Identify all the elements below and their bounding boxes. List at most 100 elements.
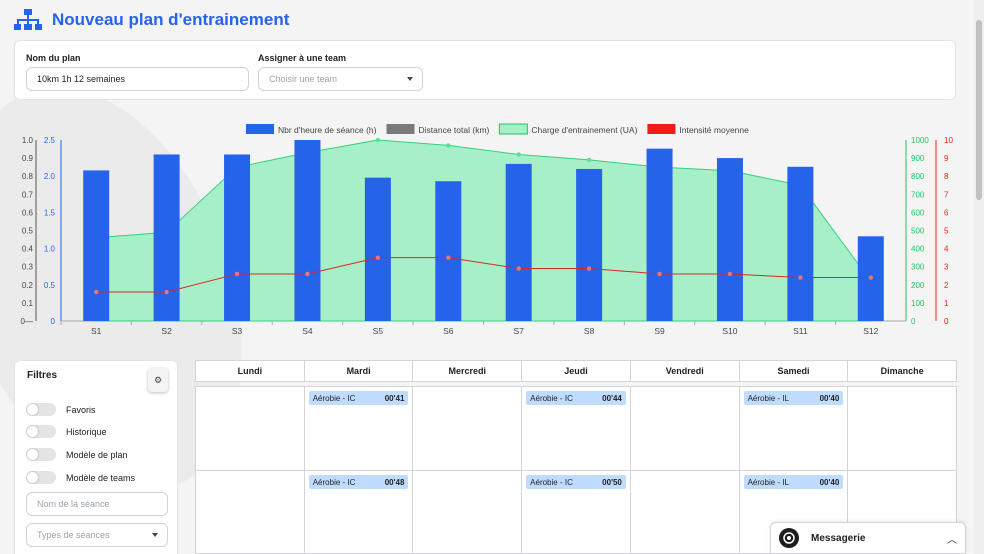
team-label: Assigner à une team: [258, 53, 347, 63]
gear-icon: ⚙: [153, 374, 163, 385]
intensity-point: [375, 255, 381, 260]
chevron-down-icon: [407, 77, 413, 81]
y3-tick-label: 2: [944, 281, 949, 290]
toggle-switch[interactable]: [26, 425, 56, 438]
toggle-label: Historique: [66, 426, 107, 437]
day-header: Mercredi: [413, 361, 523, 381]
calendar-cell[interactable]: [413, 387, 523, 470]
y3-tick-label: 8: [944, 172, 949, 181]
legend-swatch: [647, 124, 676, 134]
y1-tick-label: 2.0: [44, 172, 56, 181]
y2-tick-label: 900: [911, 154, 925, 163]
session-name-input[interactable]: Nom de la séance: [26, 492, 168, 516]
session-type-select[interactable]: Types de séances: [26, 523, 168, 547]
y0-tick-label: 0—: [21, 317, 33, 326]
session-chip[interactable]: Aérobie - IC 00'50: [526, 475, 626, 489]
toggle-favoris[interactable]: Favoris: [26, 403, 96, 416]
y2-tick-label: 400: [911, 245, 925, 254]
messaging-logo-icon: [779, 528, 799, 548]
x-tick-label: S4: [302, 326, 313, 336]
plan-name-input[interactable]: 10km 1h 12 semaines: [26, 67, 249, 91]
sitemap-icon: [14, 9, 42, 30]
toggle-switch[interactable]: [26, 448, 56, 461]
day-header: Lundi: [196, 361, 305, 381]
charge-point: [516, 152, 521, 157]
x-tick-label: S12: [863, 326, 878, 336]
y3-tick-label: 7: [944, 190, 949, 199]
y2-tick-label: 0: [911, 317, 916, 326]
page-header: Nouveau plan d'entrainement: [14, 6, 289, 34]
intensity-point: [305, 271, 310, 277]
toggle-modele-teams[interactable]: Modèle de teams: [26, 471, 135, 484]
session-duration: 00'44: [602, 393, 622, 403]
toggle-switch[interactable]: [26, 471, 56, 484]
toggle-label: Modèle de teams: [66, 472, 136, 483]
y0-tick-label: 0.3: [22, 263, 34, 272]
calendar-cell[interactable]: [631, 387, 740, 470]
y3-tick-label: 9: [944, 154, 949, 163]
session-duration: 00'48: [384, 477, 405, 487]
scrollbar-track[interactable]: [974, 0, 984, 554]
y1-tick-label: 1.5: [44, 208, 56, 217]
chevron-up-icon[interactable]: ︿: [947, 534, 957, 546]
y3-tick-label: 0: [944, 317, 949, 326]
calendar-cell[interactable]: Aérobie - IC 00'41: [305, 387, 414, 470]
calendar-cell[interactable]: [196, 387, 305, 470]
calendar-cell[interactable]: [413, 471, 523, 554]
day-header: Dimanche: [880, 366, 924, 376]
session-chip[interactable]: Aérobie - IC 00'48: [308, 475, 409, 489]
calendar-cell[interactable]: Aérobie - IC 00'48: [305, 471, 414, 554]
session-label: Aérobie - IC: [312, 477, 356, 487]
session-chip[interactable]: Aérobie - IC 00'44: [526, 391, 626, 405]
intensity-point: [798, 275, 803, 280]
chevron-down-icon: [152, 533, 158, 537]
y3-tick-label: 10: [944, 136, 953, 145]
messaging-widget[interactable]: Messagerie ︿: [770, 522, 966, 554]
session-chip[interactable]: Aérobie - IL 00'40: [743, 475, 844, 489]
bar-hours: [787, 166, 814, 321]
filters-settings-button[interactable]: ⚙: [148, 368, 168, 392]
calendar-cell[interactable]: Aérobie - IL 00'40: [740, 387, 849, 470]
y1-tick-label: 1.0: [44, 245, 56, 254]
toggle-historique[interactable]: Historique: [26, 425, 107, 438]
x-tick-label: S3: [232, 326, 243, 336]
plan-settings-card: Nom du plan 10km 1h 12 semaines Assigner…: [14, 40, 956, 100]
session-duration: 00'41: [384, 393, 405, 403]
calendar-cell[interactable]: Aérobie - IL 00'40: [740, 471, 849, 554]
training-chart: Nbr d'heure de séance (h) Distance total …: [0, 118, 970, 346]
bar-hours: [224, 154, 251, 321]
session-label: Aérobie - IC: [530, 393, 573, 403]
y1-tick-label: 2.5: [44, 136, 56, 145]
calendar-week: Aérobie - IC 00'48 Aérobie - IC 00'50 Aé…: [196, 471, 956, 554]
page-title: Nouveau plan d'entrainement: [52, 10, 290, 29]
scrollbar-thumb[interactable]: [976, 20, 982, 200]
filters-title: Filtres: [27, 370, 58, 381]
team-select[interactable]: Choisir une team: [258, 67, 423, 91]
day-header: Vendredi: [631, 361, 740, 381]
y3-tick-label: 6: [944, 208, 949, 217]
calendar-cell[interactable]: [196, 471, 305, 554]
session-duration: 00'50: [602, 477, 622, 487]
bar-hours: [435, 181, 462, 321]
session-chip[interactable]: Aérobie - IL 00'40: [743, 391, 844, 405]
calendar-cell[interactable]: [631, 471, 740, 554]
y3-tick-label: 5: [944, 227, 949, 236]
calendar-cell[interactable]: [848, 387, 956, 470]
x-tick-label: S8: [584, 326, 595, 336]
intensity-point: [727, 271, 733, 277]
session-chip[interactable]: Aérobie - IC 00'41: [308, 391, 409, 405]
charge-point: [375, 137, 381, 143]
toggle-switch[interactable]: [26, 403, 56, 416]
calendar-cell[interactable]: Aérobie - IC 00'44: [522, 387, 631, 470]
toggle-modele-plan[interactable]: Modèle de plan: [26, 448, 128, 461]
y0-tick-label: 1.0: [22, 136, 34, 145]
session-name-placeholder: Nom de la séance: [37, 499, 110, 509]
y2-tick-label: 100: [911, 299, 925, 308]
calendar-cell[interactable]: Aérobie - IC 00'50: [522, 471, 631, 554]
x-tick-label: S6: [443, 326, 454, 336]
calendar-week: Aérobie - IC 00'41 Aérobie - IC 00'44 Aé…: [196, 387, 956, 471]
y2-tick-label: 300: [911, 263, 925, 272]
y0-tick-label: 0.4: [22, 245, 34, 254]
y0-tick-label: 0.1: [22, 299, 34, 308]
y0-tick-label: 0.5: [22, 227, 34, 236]
